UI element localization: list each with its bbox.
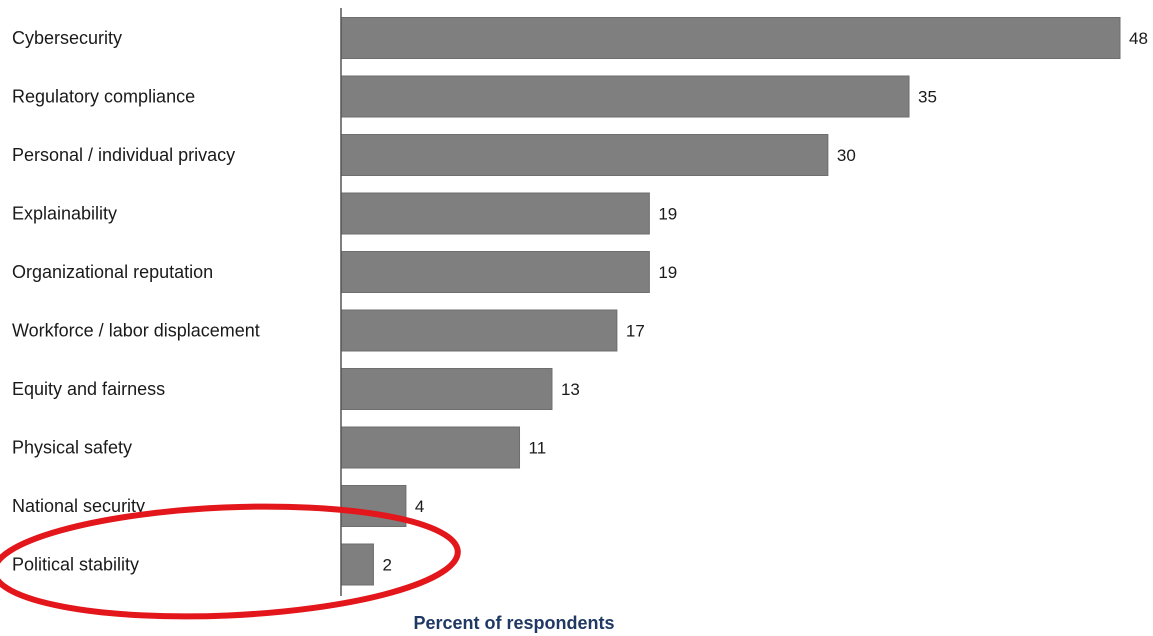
category-label-5: Workforce / labor displacement [12,321,260,341]
bar-3 [340,192,650,235]
bar-2 [340,134,829,176]
category-label-4: Organizational reputation [12,262,213,282]
value-label-2: 30 [837,146,856,165]
bar-0 [340,17,1121,59]
bar-1 [340,75,910,118]
bar-5 [340,309,618,352]
value-label-5: 17 [626,322,645,341]
category-label-7: Physical safety [12,438,132,458]
value-label-0: 48 [1129,29,1148,48]
bar-9 [340,543,374,586]
value-label-4: 19 [658,263,677,282]
category-label-3: Explainability [12,204,117,224]
value-label-6: 13 [561,380,580,399]
bars-layer [340,17,1121,586]
value-label-1: 35 [918,88,937,107]
value-label-9: 2 [382,556,391,575]
category-label-8: National security [12,496,145,516]
bar-7 [340,426,521,469]
category-label-2: Personal / individual privacy [12,145,235,165]
value-labels-layer: 48 35 30 19 19 17 13 11 4 2 [382,29,1147,575]
value-label-7: 11 [529,439,547,458]
category-label-9: Political stability [12,555,139,575]
category-label-1: Regulatory compliance [12,87,195,107]
category-labels-layer: Cybersecurity Regulatory compliance Person… [12,28,260,575]
category-label-6: Equity and fairness [12,379,165,399]
x-axis-title: Percent of respondents [413,613,614,633]
annotation-highlight-ellipse [0,503,461,620]
bar-6 [340,368,553,410]
bar-4 [340,251,650,293]
value-label-8: 4 [415,497,424,516]
category-label-0: Cybersecurity [12,28,122,48]
value-label-3: 19 [658,205,677,224]
